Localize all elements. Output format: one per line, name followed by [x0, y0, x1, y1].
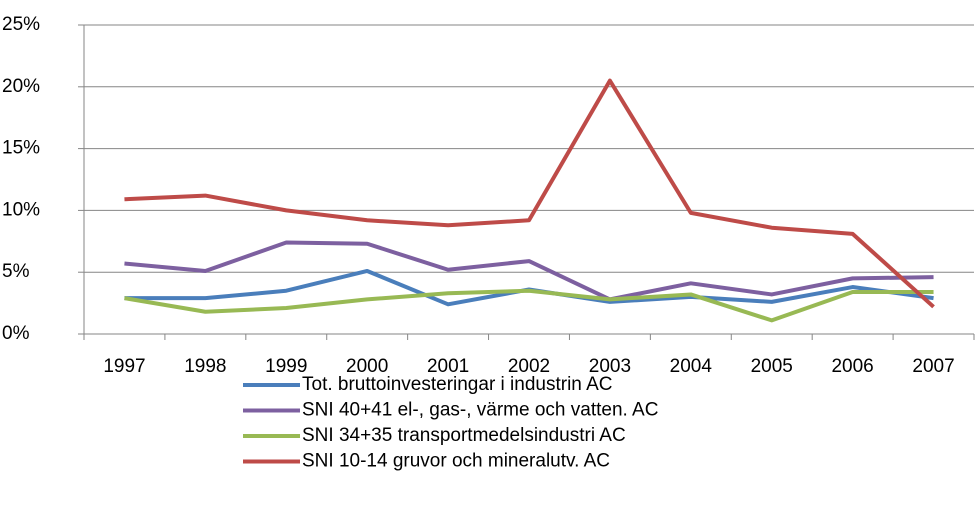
legend-label: SNI 34+35 transportmedelsindustri AC — [302, 425, 626, 446]
x-tick-label: 2001 — [427, 356, 469, 377]
legend-label: SNI 10-14 gruvor och mineralutv. AC — [302, 451, 610, 472]
x-tick-label: 2005 — [751, 356, 793, 377]
legend-label: Tot. bruttoinvesteringar i industrin AC — [302, 374, 613, 395]
y-tick-label: 25% — [2, 14, 40, 35]
y-tick-label: 0% — [2, 323, 30, 344]
x-tick-label: 1999 — [265, 356, 307, 377]
x-tick-label: 2007 — [912, 356, 954, 377]
y-tick-label: 10% — [2, 199, 40, 220]
x-tick-label: 2006 — [831, 356, 873, 377]
x-tick-label: 1997 — [103, 356, 145, 377]
y-tick-label: 20% — [2, 76, 40, 97]
series-line — [124, 78, 935, 309]
x-tick-label: 2004 — [670, 356, 713, 377]
x-tick-label: 2003 — [589, 356, 631, 377]
series-line — [124, 288, 934, 323]
y-tick-label: 15% — [2, 138, 40, 159]
y-tick-label: 5% — [2, 261, 30, 282]
series-line — [124, 240, 934, 302]
legend-label: SNI 40+41 el-, gas-, värme och vatten. A… — [302, 400, 658, 421]
x-tick-label: 2000 — [346, 356, 388, 377]
x-tick-label: 2002 — [508, 356, 550, 377]
x-tick-label: 1998 — [184, 356, 226, 377]
